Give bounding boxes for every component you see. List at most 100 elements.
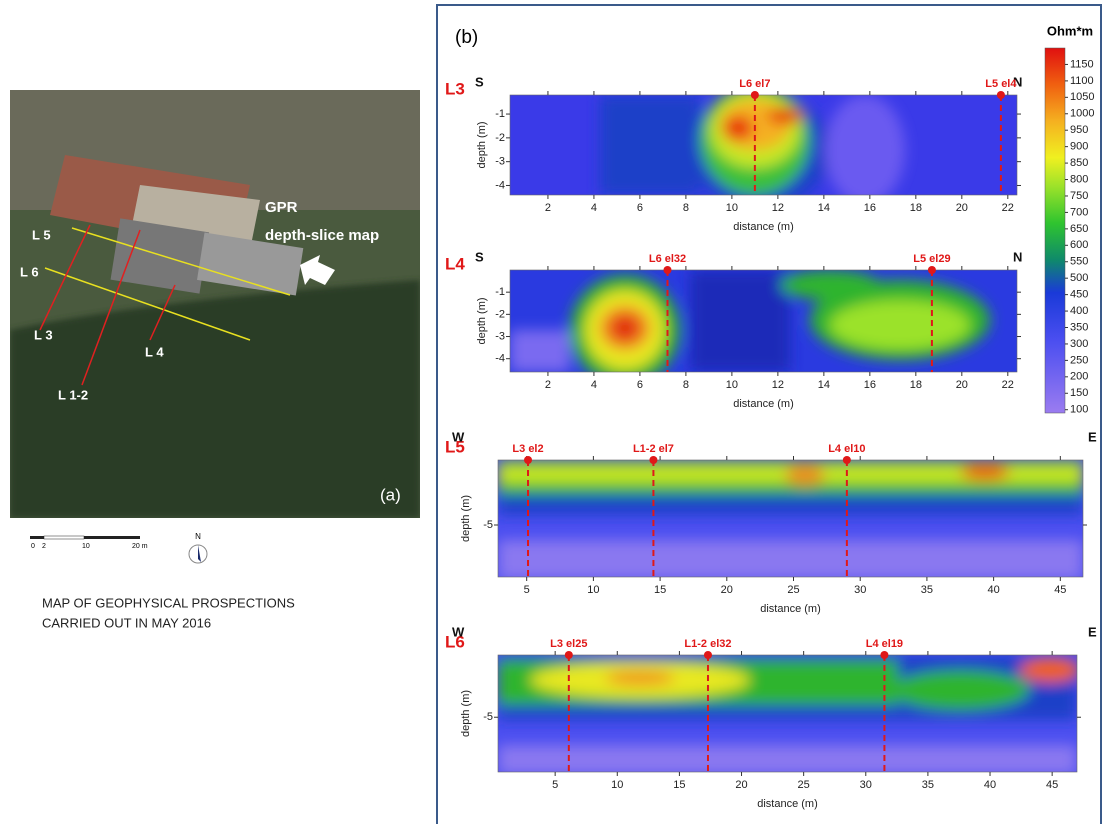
colorbar-label: 1000 bbox=[1070, 108, 1094, 120]
y-tick-label: -2 bbox=[495, 308, 505, 320]
side-label: N bbox=[1013, 74, 1022, 89]
colorbar-label: 950 bbox=[1070, 124, 1088, 136]
x-tick-label: 15 bbox=[654, 584, 666, 596]
map-label: L 1-2 bbox=[58, 387, 88, 402]
x-tick-label: 22 bbox=[1002, 202, 1014, 214]
caption: MAP OF GEOPHYSICAL PROSPECTIONS bbox=[42, 595, 295, 610]
y-axis-label: depth (m) bbox=[476, 121, 488, 168]
marker-dot bbox=[649, 456, 658, 464]
map-label: L 6 bbox=[20, 264, 39, 279]
marker-label: L5 el4 bbox=[985, 78, 1017, 90]
plot-frame bbox=[497, 459, 1084, 578]
x-tick-label: 5 bbox=[552, 779, 558, 791]
x-tick-label: 10 bbox=[587, 584, 599, 596]
x-tick-label: 45 bbox=[1054, 584, 1066, 596]
section-label: L4 bbox=[445, 254, 465, 273]
y-tick-label: -4 bbox=[495, 353, 505, 365]
x-tick-label: 14 bbox=[818, 379, 830, 391]
x-tick-label: 6 bbox=[637, 379, 643, 391]
colorbar-label: 550 bbox=[1070, 256, 1088, 268]
marker-dot bbox=[663, 266, 672, 274]
side-label: W bbox=[452, 624, 465, 639]
marker-label: L6 el32 bbox=[649, 253, 686, 265]
section-label: L5 bbox=[445, 437, 465, 456]
marker-label: L4 el10 bbox=[828, 443, 865, 455]
side-label: E bbox=[1088, 624, 1097, 639]
marker-dot bbox=[996, 91, 1005, 99]
x-axis-label: distance (m) bbox=[733, 221, 794, 233]
marker-label: L3 el2 bbox=[512, 443, 543, 455]
x-tick-label: 8 bbox=[683, 379, 689, 391]
plot-frame bbox=[509, 269, 1018, 373]
x-tick-label: 4 bbox=[591, 379, 597, 391]
x-tick-label: 10 bbox=[726, 379, 738, 391]
scale-label: 20 m bbox=[132, 543, 148, 550]
side-label: N bbox=[1013, 249, 1022, 264]
scale-label: 0 bbox=[31, 543, 35, 550]
marker-dot bbox=[842, 456, 851, 464]
map-label: L 3 bbox=[34, 327, 53, 342]
colorbar-label: 450 bbox=[1070, 289, 1088, 301]
colorbar-label: 200 bbox=[1070, 371, 1088, 383]
x-tick-label: 5 bbox=[524, 584, 530, 596]
x-tick-label: 20 bbox=[956, 379, 968, 391]
map-label: L 5 bbox=[32, 227, 51, 242]
scale-label: 10 bbox=[82, 543, 90, 550]
section-label: L6 bbox=[445, 632, 465, 651]
colorbar-label: 1100 bbox=[1070, 75, 1094, 87]
plot-frame bbox=[509, 94, 1018, 196]
panel-label: (a) bbox=[380, 485, 401, 504]
x-tick-label: 40 bbox=[987, 584, 999, 596]
marker-dot bbox=[564, 651, 573, 659]
panel-label: (b) bbox=[455, 27, 478, 48]
resistivity-field bbox=[498, 655, 1077, 772]
colorbar-label: 800 bbox=[1070, 173, 1088, 185]
y-tick-label: -3 bbox=[495, 330, 505, 342]
x-tick-label: 45 bbox=[1046, 779, 1058, 791]
marker-dot bbox=[703, 651, 712, 659]
y-axis-label: depth (m) bbox=[460, 495, 472, 542]
y-tick-label: -3 bbox=[495, 156, 505, 168]
colorbar-label: 850 bbox=[1070, 157, 1088, 169]
y-tick-label: -2 bbox=[495, 132, 505, 144]
x-axis-label: distance (m) bbox=[733, 398, 794, 410]
marker-label: L3 el25 bbox=[550, 638, 587, 650]
y-axis-label: depth (m) bbox=[476, 297, 488, 344]
y-tick-label: -4 bbox=[495, 179, 505, 191]
north-arrow bbox=[188, 544, 208, 564]
x-tick-label: 30 bbox=[854, 584, 866, 596]
marker-label: L4 el19 bbox=[866, 638, 903, 650]
caption: CARRIED OUT IN MAY 2016 bbox=[42, 615, 211, 630]
y-tick-label: -1 bbox=[495, 286, 505, 298]
x-tick-label: 16 bbox=[864, 379, 876, 391]
resistivity-field bbox=[510, 270, 1017, 372]
x-tick-label: 6 bbox=[637, 202, 643, 214]
colorbar-label: 400 bbox=[1070, 305, 1088, 317]
plot-frame bbox=[497, 654, 1078, 773]
colorbar-label: 100 bbox=[1070, 404, 1088, 416]
x-tick-label: 15 bbox=[673, 779, 685, 791]
section-label: L3 bbox=[445, 79, 465, 98]
y-tick-label: -5 bbox=[483, 711, 493, 723]
colorbar-label: 600 bbox=[1070, 239, 1088, 251]
side-label: S bbox=[475, 249, 484, 264]
north-label: N bbox=[195, 532, 201, 541]
side-label: W bbox=[452, 429, 465, 444]
x-tick-label: 35 bbox=[922, 779, 934, 791]
y-tick-label: -5 bbox=[483, 519, 493, 531]
gpr-label: GPR bbox=[265, 199, 298, 216]
colorbar-label: 500 bbox=[1070, 272, 1088, 284]
x-tick-label: 35 bbox=[921, 584, 933, 596]
colorbar-label: 300 bbox=[1070, 338, 1088, 350]
marker-label: L1-2 el7 bbox=[633, 443, 674, 455]
panel-frame bbox=[436, 4, 1102, 824]
colorbar-label: 150 bbox=[1070, 387, 1088, 399]
x-tick-label: 18 bbox=[910, 202, 922, 214]
x-tick-label: 18 bbox=[910, 379, 922, 391]
scale-bar bbox=[30, 535, 140, 540]
x-tick-label: 20 bbox=[721, 584, 733, 596]
resistivity-field bbox=[498, 460, 1083, 577]
x-tick-label: 25 bbox=[787, 584, 799, 596]
y-tick-label: -1 bbox=[495, 108, 505, 120]
